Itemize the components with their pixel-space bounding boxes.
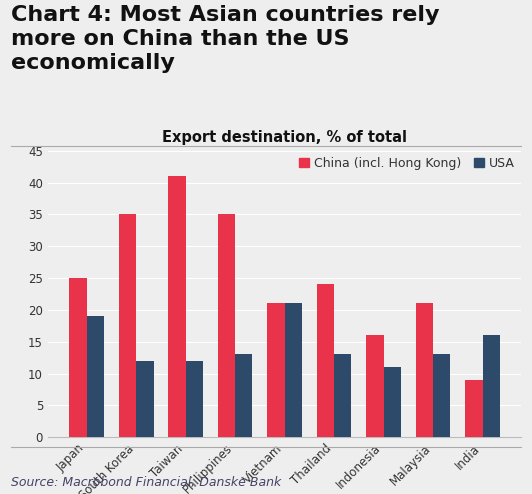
Bar (168, 176, 186, 437)
Bar (119, 214, 136, 437)
Bar (285, 303, 302, 437)
Bar (483, 335, 500, 437)
Legend: China (incl. Hong Kong), USA: China (incl. Hong Kong), USA (300, 157, 515, 170)
Bar (87, 316, 104, 437)
Bar (317, 285, 334, 437)
Bar (235, 354, 253, 437)
Bar (366, 335, 384, 437)
Bar (384, 367, 401, 437)
Bar (186, 361, 203, 437)
Text: Source: Macrobond Financial, Danske Bank: Source: Macrobond Financial, Danske Bank (11, 476, 281, 489)
Bar (136, 361, 154, 437)
Bar (69, 278, 87, 437)
Bar (267, 303, 285, 437)
Bar (433, 354, 451, 437)
Title: Export destination, % of total: Export destination, % of total (162, 130, 407, 145)
Bar (334, 354, 352, 437)
Bar (465, 380, 483, 437)
Bar (415, 303, 433, 437)
Text: Chart 4: Most Asian countries rely
more on China than the US
economically: Chart 4: Most Asian countries rely more … (11, 5, 439, 73)
Bar (218, 214, 235, 437)
